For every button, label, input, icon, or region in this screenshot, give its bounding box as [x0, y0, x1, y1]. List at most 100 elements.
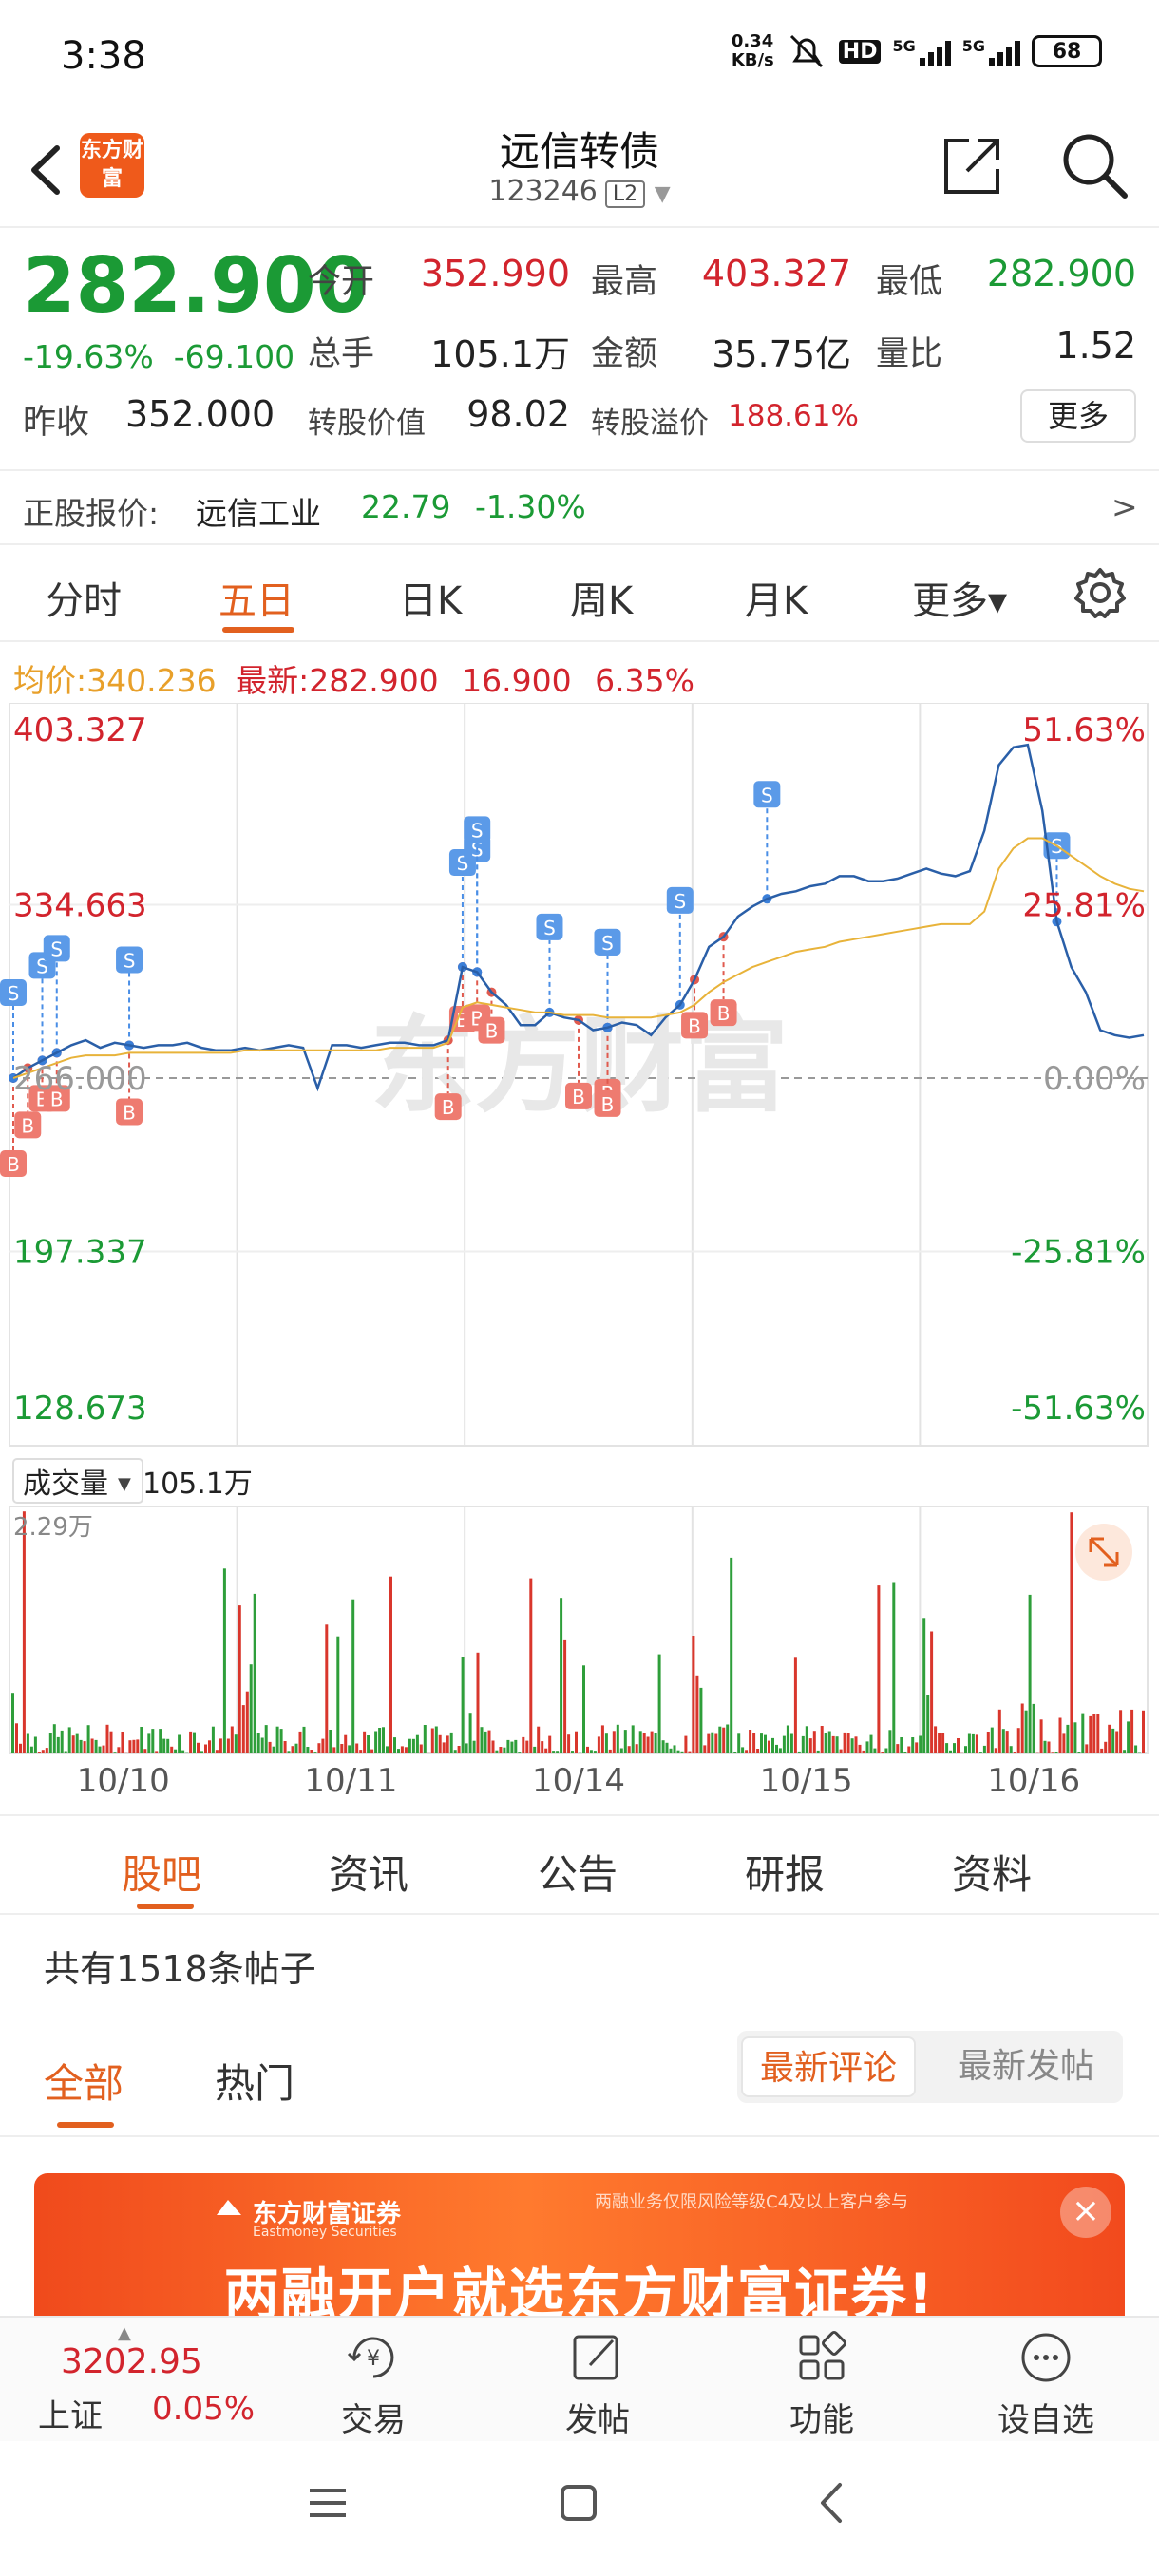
x-tick-label: 10/11: [304, 1762, 397, 1800]
volume-bar: [616, 1724, 619, 1753]
volume-total: 105.1万: [142, 1468, 253, 1501]
volume-bar: [238, 1605, 241, 1753]
volume-bar: [234, 1734, 238, 1753]
volume-bar: [782, 1735, 786, 1753]
volume-bar: [166, 1738, 170, 1753]
field-label: 量比: [876, 335, 943, 373]
volume-bar: [1009, 1746, 1013, 1753]
tab-daily-k[interactable]: 日K: [399, 579, 463, 623]
volume-bar: [858, 1744, 862, 1753]
more-button[interactable]: 更多: [1020, 389, 1136, 443]
field-label: 金额: [591, 335, 658, 373]
volume-bar: [843, 1732, 846, 1753]
volume-bar: [370, 1749, 374, 1753]
volume-bar: [487, 1730, 491, 1753]
back-icon[interactable]: [19, 137, 76, 203]
tab-weekly-k[interactable]: 周K: [570, 579, 634, 623]
volume-bar: [589, 1750, 593, 1753]
expand-icon[interactable]: [1075, 1524, 1132, 1581]
volume-bar: [484, 1731, 487, 1753]
volume-bar: [155, 1751, 159, 1753]
index-price[interactable]: 3202.95: [61, 2342, 202, 2381]
sell-marker-badge: [753, 781, 781, 808]
bond-code[interactable]: 123246 L2 ▼: [488, 175, 671, 208]
buy-marker-text: B: [717, 1002, 731, 1025]
tab-news[interactable]: 资讯: [329, 1851, 409, 1898]
volume-bar: [741, 1747, 745, 1753]
underlying-stock-row[interactable]: 正股报价: 远信工业 22.79 -1.30% >: [0, 469, 1159, 545]
volume-bar: [699, 1687, 703, 1753]
tab-announcements[interactable]: 公告: [538, 1851, 618, 1898]
price-chart[interactable]: 东方财富 BBBBBBBBBBBBBBSSSSSSSSSSSSS 403.327…: [0, 703, 1159, 1453]
volume-bar: [143, 1749, 147, 1753]
volume-chart[interactable]: 成交量 ▼ 105.1万 2.29万 10/10 10/11 10/14 10/15 1…: [0, 1453, 1159, 1814]
home-icon[interactable]: [555, 2479, 602, 2527]
volume-frame: [9, 1506, 1149, 1754]
volume-bar: [321, 1738, 325, 1753]
volume-bar: [230, 1726, 234, 1753]
field-label: 总手: [308, 335, 375, 373]
sort-latest-comment[interactable]: 最新评论: [741, 2036, 917, 2097]
field-label: 转股价值: [308, 407, 426, 441]
volume-bar: [695, 1675, 699, 1753]
volume-bar: [688, 1751, 692, 1753]
volume-bar: [548, 1735, 552, 1753]
volume-bar: [19, 1743, 22, 1753]
volume-bar: [423, 1725, 427, 1753]
ad-headline: 两融开户就选东方财富证券!: [223, 2262, 936, 2316]
nav-functions[interactable]: 功能: [750, 2327, 893, 2440]
ad-banner[interactable]: 东方财富证券 Eastmoney Securities 两融业务仅限风险等级C4…: [34, 2173, 1125, 2316]
tab-intraday[interactable]: 分时: [46, 579, 122, 623]
sell-marker-badge: [666, 886, 694, 914]
volume-bar: [907, 1746, 911, 1753]
back-nav-icon[interactable]: [809, 2479, 857, 2527]
tab-monthly-k[interactable]: 月K: [745, 579, 808, 623]
gear-icon[interactable]: [1072, 564, 1129, 621]
field-value: 1.52: [1055, 325, 1136, 367]
tab-hot[interactable]: 热门: [215, 2060, 295, 2107]
share-icon[interactable]: [940, 133, 1005, 198]
brand-logo-icon: [215, 2196, 243, 2221]
prev-close-value: 352.000: [125, 393, 276, 435]
volume-bar: [1020, 1703, 1024, 1753]
volume-bar: [714, 1733, 718, 1753]
nav-add-watchlist[interactable]: 设自选: [975, 2327, 1117, 2440]
volume-bar: [174, 1749, 178, 1753]
menu-icon[interactable]: [304, 2479, 352, 2527]
volume-bar: [926, 1695, 930, 1753]
volume-bar: [344, 1734, 348, 1753]
sort-latest-post[interactable]: 最新发帖: [958, 2047, 1095, 2086]
volume-bar: [903, 1752, 907, 1753]
volume-bar: [600, 1725, 604, 1753]
volume-bar: [329, 1730, 332, 1753]
clock: 3:38: [61, 34, 146, 78]
volume-bar: [317, 1743, 321, 1753]
search-icon[interactable]: [1058, 129, 1130, 201]
tab-more[interactable]: 更多▾: [912, 579, 1008, 623]
nav-trade[interactable]: ¥ 交易: [302, 2327, 445, 2440]
tab-five-day[interactable]: 五日: [218, 579, 294, 623]
volume-bar: [276, 1726, 279, 1753]
tab-forum[interactable]: 股吧: [122, 1851, 202, 1898]
tab-profile[interactable]: 资料: [952, 1851, 1033, 1898]
volume-bar: [873, 1748, 877, 1753]
tab-all[interactable]: 全部: [44, 2060, 124, 2107]
volume-bar: [382, 1727, 385, 1753]
field-label: 转股溢价: [591, 407, 709, 441]
edit-icon: [573, 2335, 618, 2380]
volume-bar: [726, 1724, 730, 1753]
close-icon[interactable]: ×: [1060, 2187, 1112, 2238]
volume-bar: [597, 1736, 600, 1753]
volume-bar: [661, 1740, 665, 1753]
volume-bar: [1062, 1733, 1066, 1753]
active-tab-indicator: [57, 2122, 114, 2128]
underlying-label: 正股报价:: [23, 495, 160, 532]
volume-bar: [1070, 1512, 1074, 1753]
buy-marker-badge: [594, 1089, 621, 1117]
system-nav-bar: [0, 2441, 1159, 2576]
nav-post[interactable]: 发帖: [526, 2327, 669, 2440]
volume-bar: [1100, 1748, 1104, 1753]
volume-bar: [768, 1740, 770, 1753]
tab-research[interactable]: 研报: [745, 1851, 826, 1898]
volume-bar: [541, 1741, 544, 1753]
